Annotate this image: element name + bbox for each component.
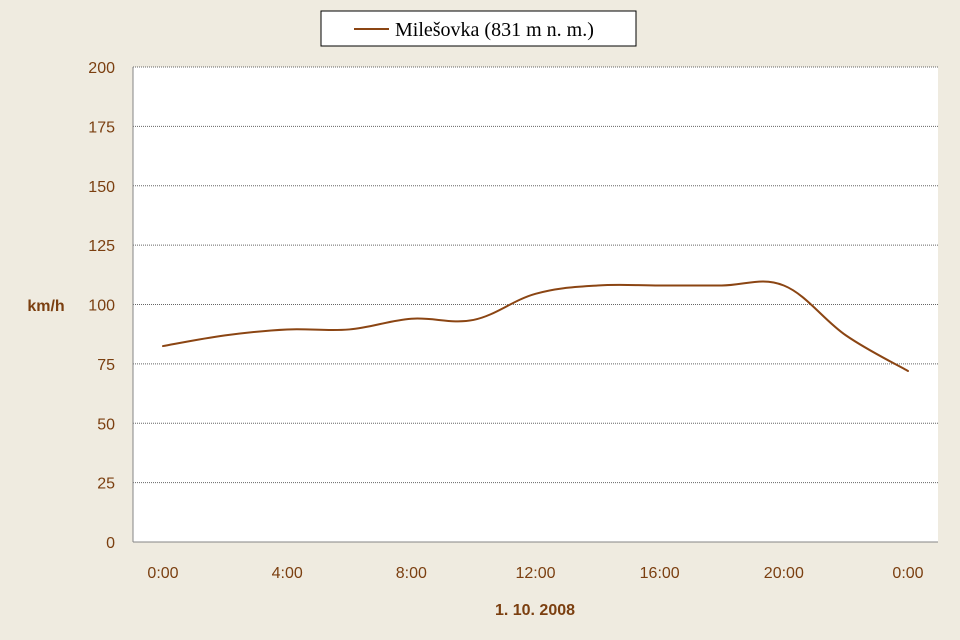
x-tick-label: 0:00 <box>147 565 178 582</box>
y-tick-labels: 0 25 50 75 100 125 150 175 200 <box>88 60 115 552</box>
x-tick-label: 12:00 <box>515 565 555 582</box>
series-lines <box>162 280 909 372</box>
y-tick-label: 150 <box>88 179 115 196</box>
x-tick-label: 8:00 <box>396 565 427 582</box>
y-tick-label: 100 <box>88 298 115 315</box>
axes <box>132 67 938 543</box>
x-tick-label: 20:00 <box>764 565 804 582</box>
y-tick-label: 75 <box>97 357 115 374</box>
gridlines <box>133 66 938 484</box>
series-line <box>162 280 909 372</box>
y-tick-label: 125 <box>88 238 115 255</box>
x-tick-label: 0:00 <box>892 565 923 582</box>
y-tick-label: 25 <box>97 476 115 493</box>
y-axis-title: km/h <box>27 298 64 315</box>
y-tick-label: 175 <box>88 119 115 136</box>
x-axis-title: 1. 10. 2008 <box>495 602 575 619</box>
x-tick-label: 16:00 <box>640 565 680 582</box>
y-tick-label: 50 <box>97 416 115 433</box>
x-tick-label: 4:00 <box>272 565 303 582</box>
y-tick-label: 200 <box>88 60 115 77</box>
legend-entry: Milešovka (831 m n. m.) <box>395 19 594 41</box>
y-tick-label: 0 <box>106 535 115 552</box>
legend: Milešovka (831 m n. m.) <box>320 10 637 47</box>
x-tick-labels: 0:00 4:00 8:00 12:00 16:00 20:00 0:00 <box>147 565 923 582</box>
